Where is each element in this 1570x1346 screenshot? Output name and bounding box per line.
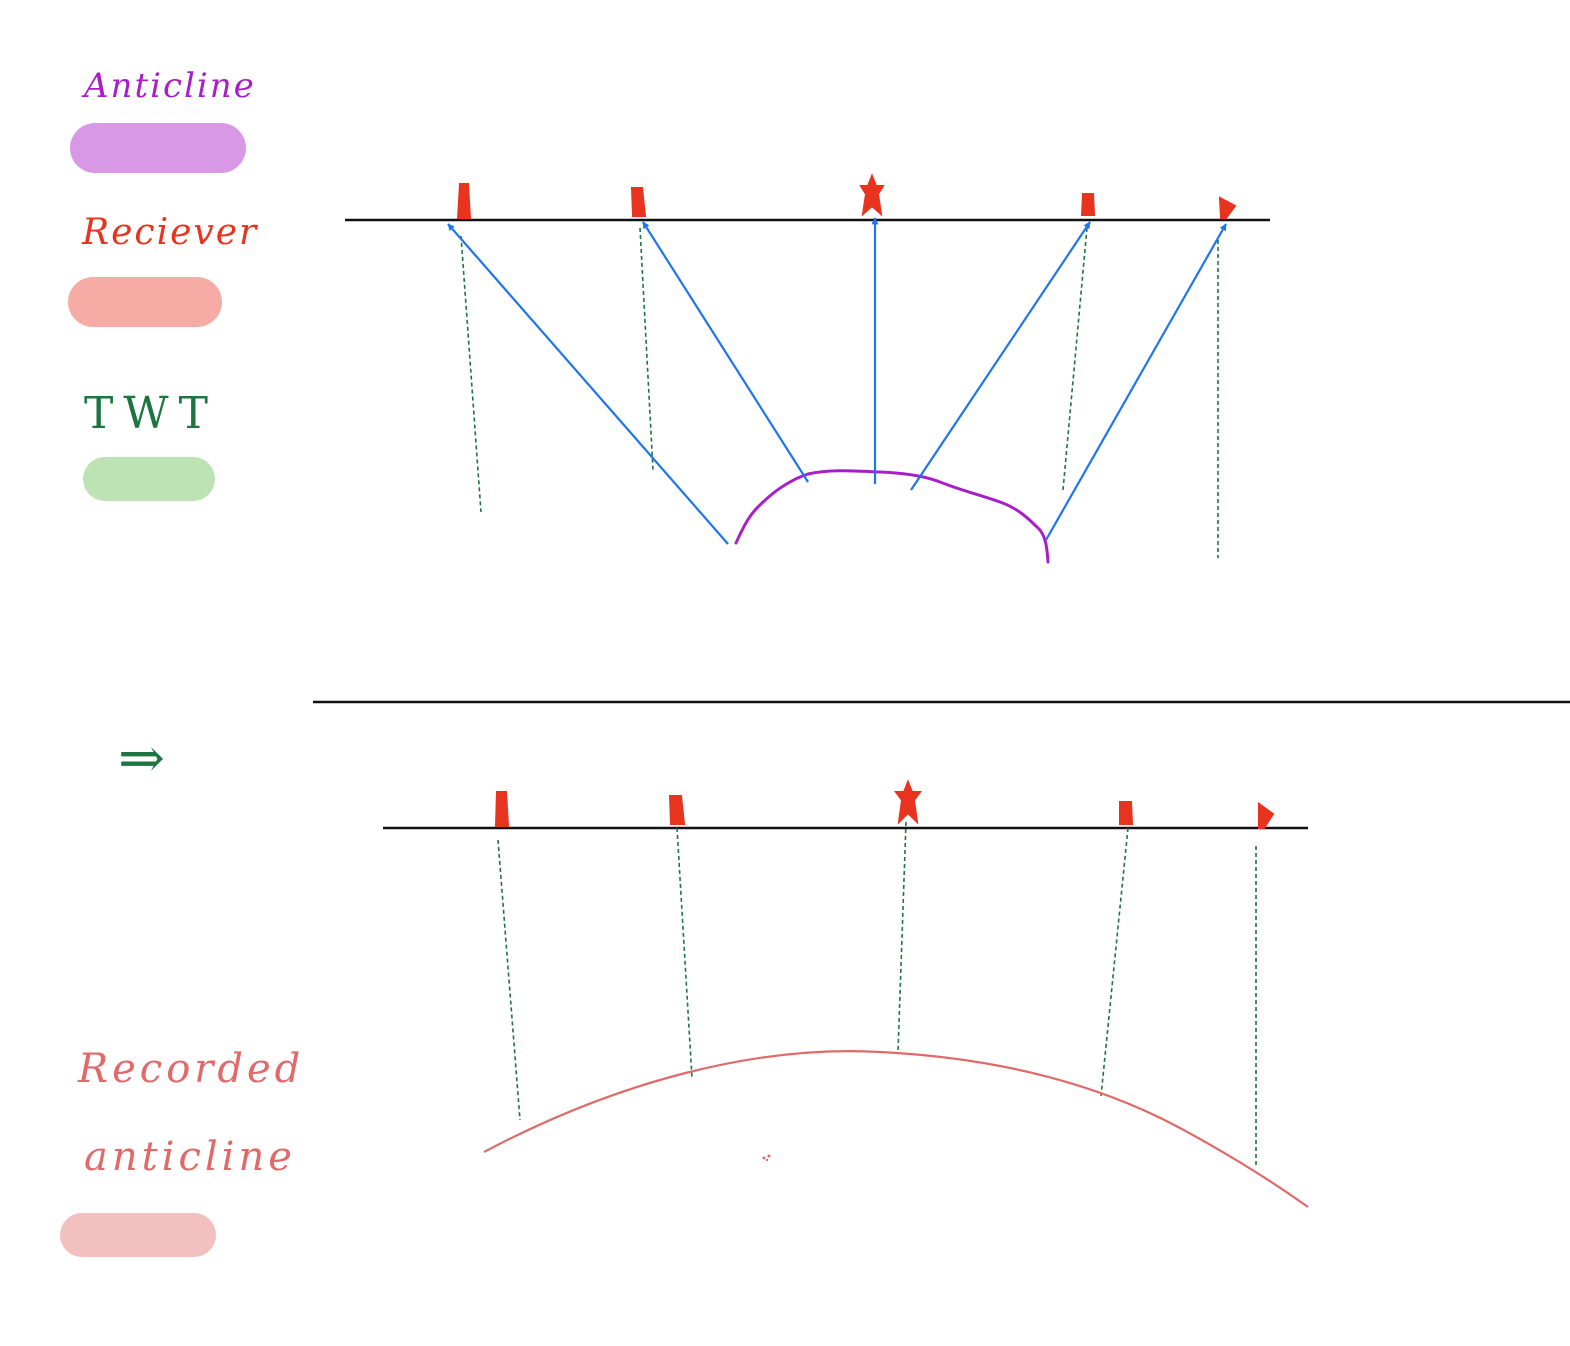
ray-2 [642, 221, 809, 483]
legend-recorded-swatch [60, 1213, 216, 1257]
top-twt-lines [460, 227, 1219, 558]
twt-line-4 [1100, 827, 1129, 1097]
top-panel [345, 173, 1270, 564]
legend-anticline-swatch [70, 123, 246, 173]
stray-mark [762, 1154, 771, 1162]
receiver-icon [494, 791, 510, 827]
ray-4 [910, 221, 1091, 491]
implies-arrow: ⇒ [118, 726, 167, 791]
seismic-rays [447, 217, 1227, 545]
receiver-icon [456, 183, 472, 219]
receiver-icon [630, 187, 647, 217]
legend-reciever-label: Reciever [82, 212, 259, 253]
top-receivers [456, 173, 1237, 219]
receiver-icon [1080, 193, 1096, 216]
bottom-receivers [494, 779, 1275, 829]
legend-reciever-swatch [68, 277, 222, 327]
ray-1 [447, 223, 729, 545]
legend-twt-label: TWT [84, 388, 218, 439]
receiver-icon [1218, 196, 1237, 219]
twt-line-1 [497, 839, 521, 1121]
receiver-icon [668, 795, 686, 825]
bottom-panel [383, 779, 1309, 1208]
legend-recorded-label-line2: anticline [84, 1134, 296, 1180]
ray-5 [1045, 223, 1227, 541]
receiver-icon [894, 779, 922, 825]
twt-line-2 [639, 227, 654, 471]
twt-line-2 [676, 827, 693, 1079]
recorded-anticline-reflector [483, 1050, 1309, 1208]
twt-line-3 [897, 821, 907, 1053]
legend-anticline-label: Anticline [84, 66, 256, 106]
bottom-twt-lines [497, 821, 1257, 1168]
legend-recorded-label-line1: Recorded [78, 1046, 305, 1092]
twt-line-3 [1062, 227, 1088, 491]
receiver-icon [859, 173, 885, 217]
receiver-icon [1258, 802, 1275, 829]
anticline-reflector [734, 469, 1050, 564]
twt-line-1 [460, 235, 482, 513]
receiver-icon [1119, 801, 1134, 825]
legend-twt-swatch [83, 457, 215, 501]
